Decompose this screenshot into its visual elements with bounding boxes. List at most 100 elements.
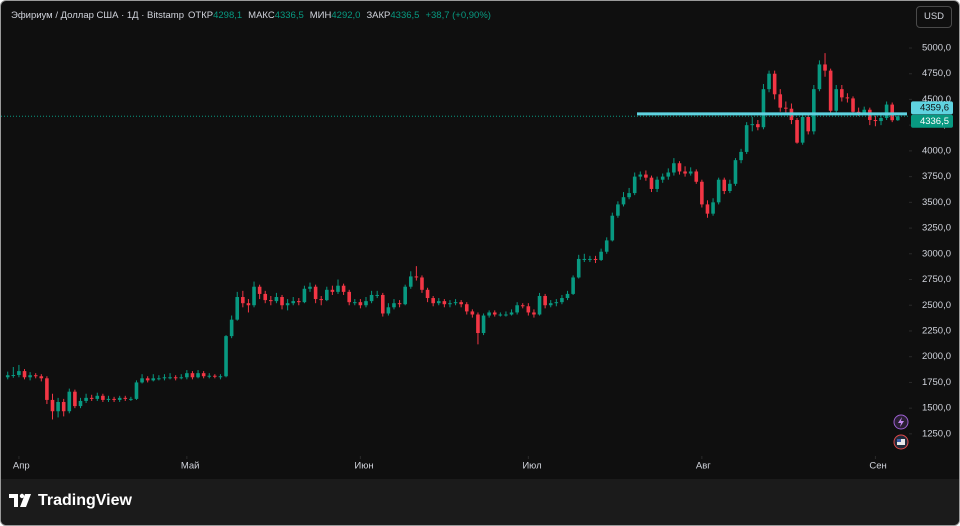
candle-body [537,295,542,315]
y-tick-label: 3000,0 [922,248,951,259]
candle-body [280,297,284,306]
candle-body [683,171,687,174]
candle-body [834,89,839,111]
candle-body [784,107,788,109]
candle-body [145,378,150,381]
candle-body [336,285,340,292]
currency-button[interactable]: USD [916,6,952,28]
candle-body [565,293,570,299]
y-tick-label: 2750,0 [922,274,951,285]
candle-body [543,295,547,306]
candle-body [308,286,312,289]
candle-body [78,400,83,407]
candle-body [11,375,16,377]
candle-body [134,382,139,399]
header-field-name: МАКС [248,10,275,21]
footer-bar [1,479,959,525]
candle-body [352,302,357,304]
candle-body [302,288,307,303]
candle-body [823,64,827,71]
candle-body [28,375,32,378]
watermark: TradingView [38,492,133,509]
candle-body [224,336,228,377]
candle-body [89,397,94,399]
candle-body [179,377,184,379]
candle-body [677,163,682,172]
y-tick-label: 2000,0 [922,351,951,362]
candle-body [532,312,536,315]
candle-body [498,314,503,316]
candle-body [453,302,458,304]
price-label-box [911,101,953,115]
candle-body [744,125,749,152]
y-tick-label: 1750,0 [922,377,951,388]
candle-body [297,301,301,303]
candle-body [129,398,133,400]
candle-body [285,303,290,306]
candle-body [515,305,519,313]
candle-body [213,375,217,377]
candle-body [162,377,167,379]
candle-body [330,289,335,292]
candle-body [235,297,240,320]
candle-body [56,401,60,412]
candle-body [862,109,867,113]
candle-body [621,197,626,205]
candle-body [649,177,654,189]
candle-body [73,391,77,407]
candle-body [694,171,699,182]
header-field-name: ОТКР [188,10,214,21]
candle-body [571,277,575,294]
candle-body [207,375,212,377]
y-tick-label: 1500,0 [922,403,951,414]
y-tick-label: 2250,0 [922,325,951,336]
candle-body [106,398,111,400]
candle-body [476,314,480,334]
candle-body [95,395,100,399]
candle-body [252,286,256,306]
candle-body [246,303,251,306]
y-tick-label: 3250,0 [922,223,951,234]
candle-body [548,303,553,306]
x-tick-label: Июл [522,461,541,472]
y-tick-label: 3750,0 [922,171,951,182]
price-label: 4359,6 [920,102,949,113]
x-tick-label: Май [181,461,200,472]
logo-icon [9,493,31,507]
candle-body [185,373,189,378]
candle-body [655,179,659,189]
candle-body [582,258,587,260]
candle-body [229,319,234,337]
candle-body [828,70,833,111]
candle-body [487,312,491,316]
candle-body [610,215,615,241]
candle-body [576,258,581,278]
candle-body [660,176,665,180]
candle-body [481,315,486,334]
candle-body [520,305,525,307]
candle-body [588,258,592,260]
candle-body [67,391,72,412]
candle-body [50,399,55,412]
candle-body [274,297,279,302]
candle-body [386,307,391,314]
y-tick-label: 5000,0 [922,43,951,54]
candle-body [884,104,889,118]
candle-body [112,398,116,400]
x-tick-label: Авг [696,461,711,472]
candle-body [157,378,161,380]
candle-body [358,302,363,306]
candle-body [459,302,463,305]
header-field-value: 4336,5 [390,10,420,21]
candle-body [397,303,402,305]
candles [5,53,900,420]
candle-body [392,303,396,308]
candle-body [711,202,715,214]
candle-body [873,120,878,122]
candle-body [168,377,172,379]
candle-body [403,286,407,305]
candle-body [319,299,324,301]
candle-body [700,181,704,205]
price-label-box [911,114,953,128]
candle-body [638,174,643,177]
